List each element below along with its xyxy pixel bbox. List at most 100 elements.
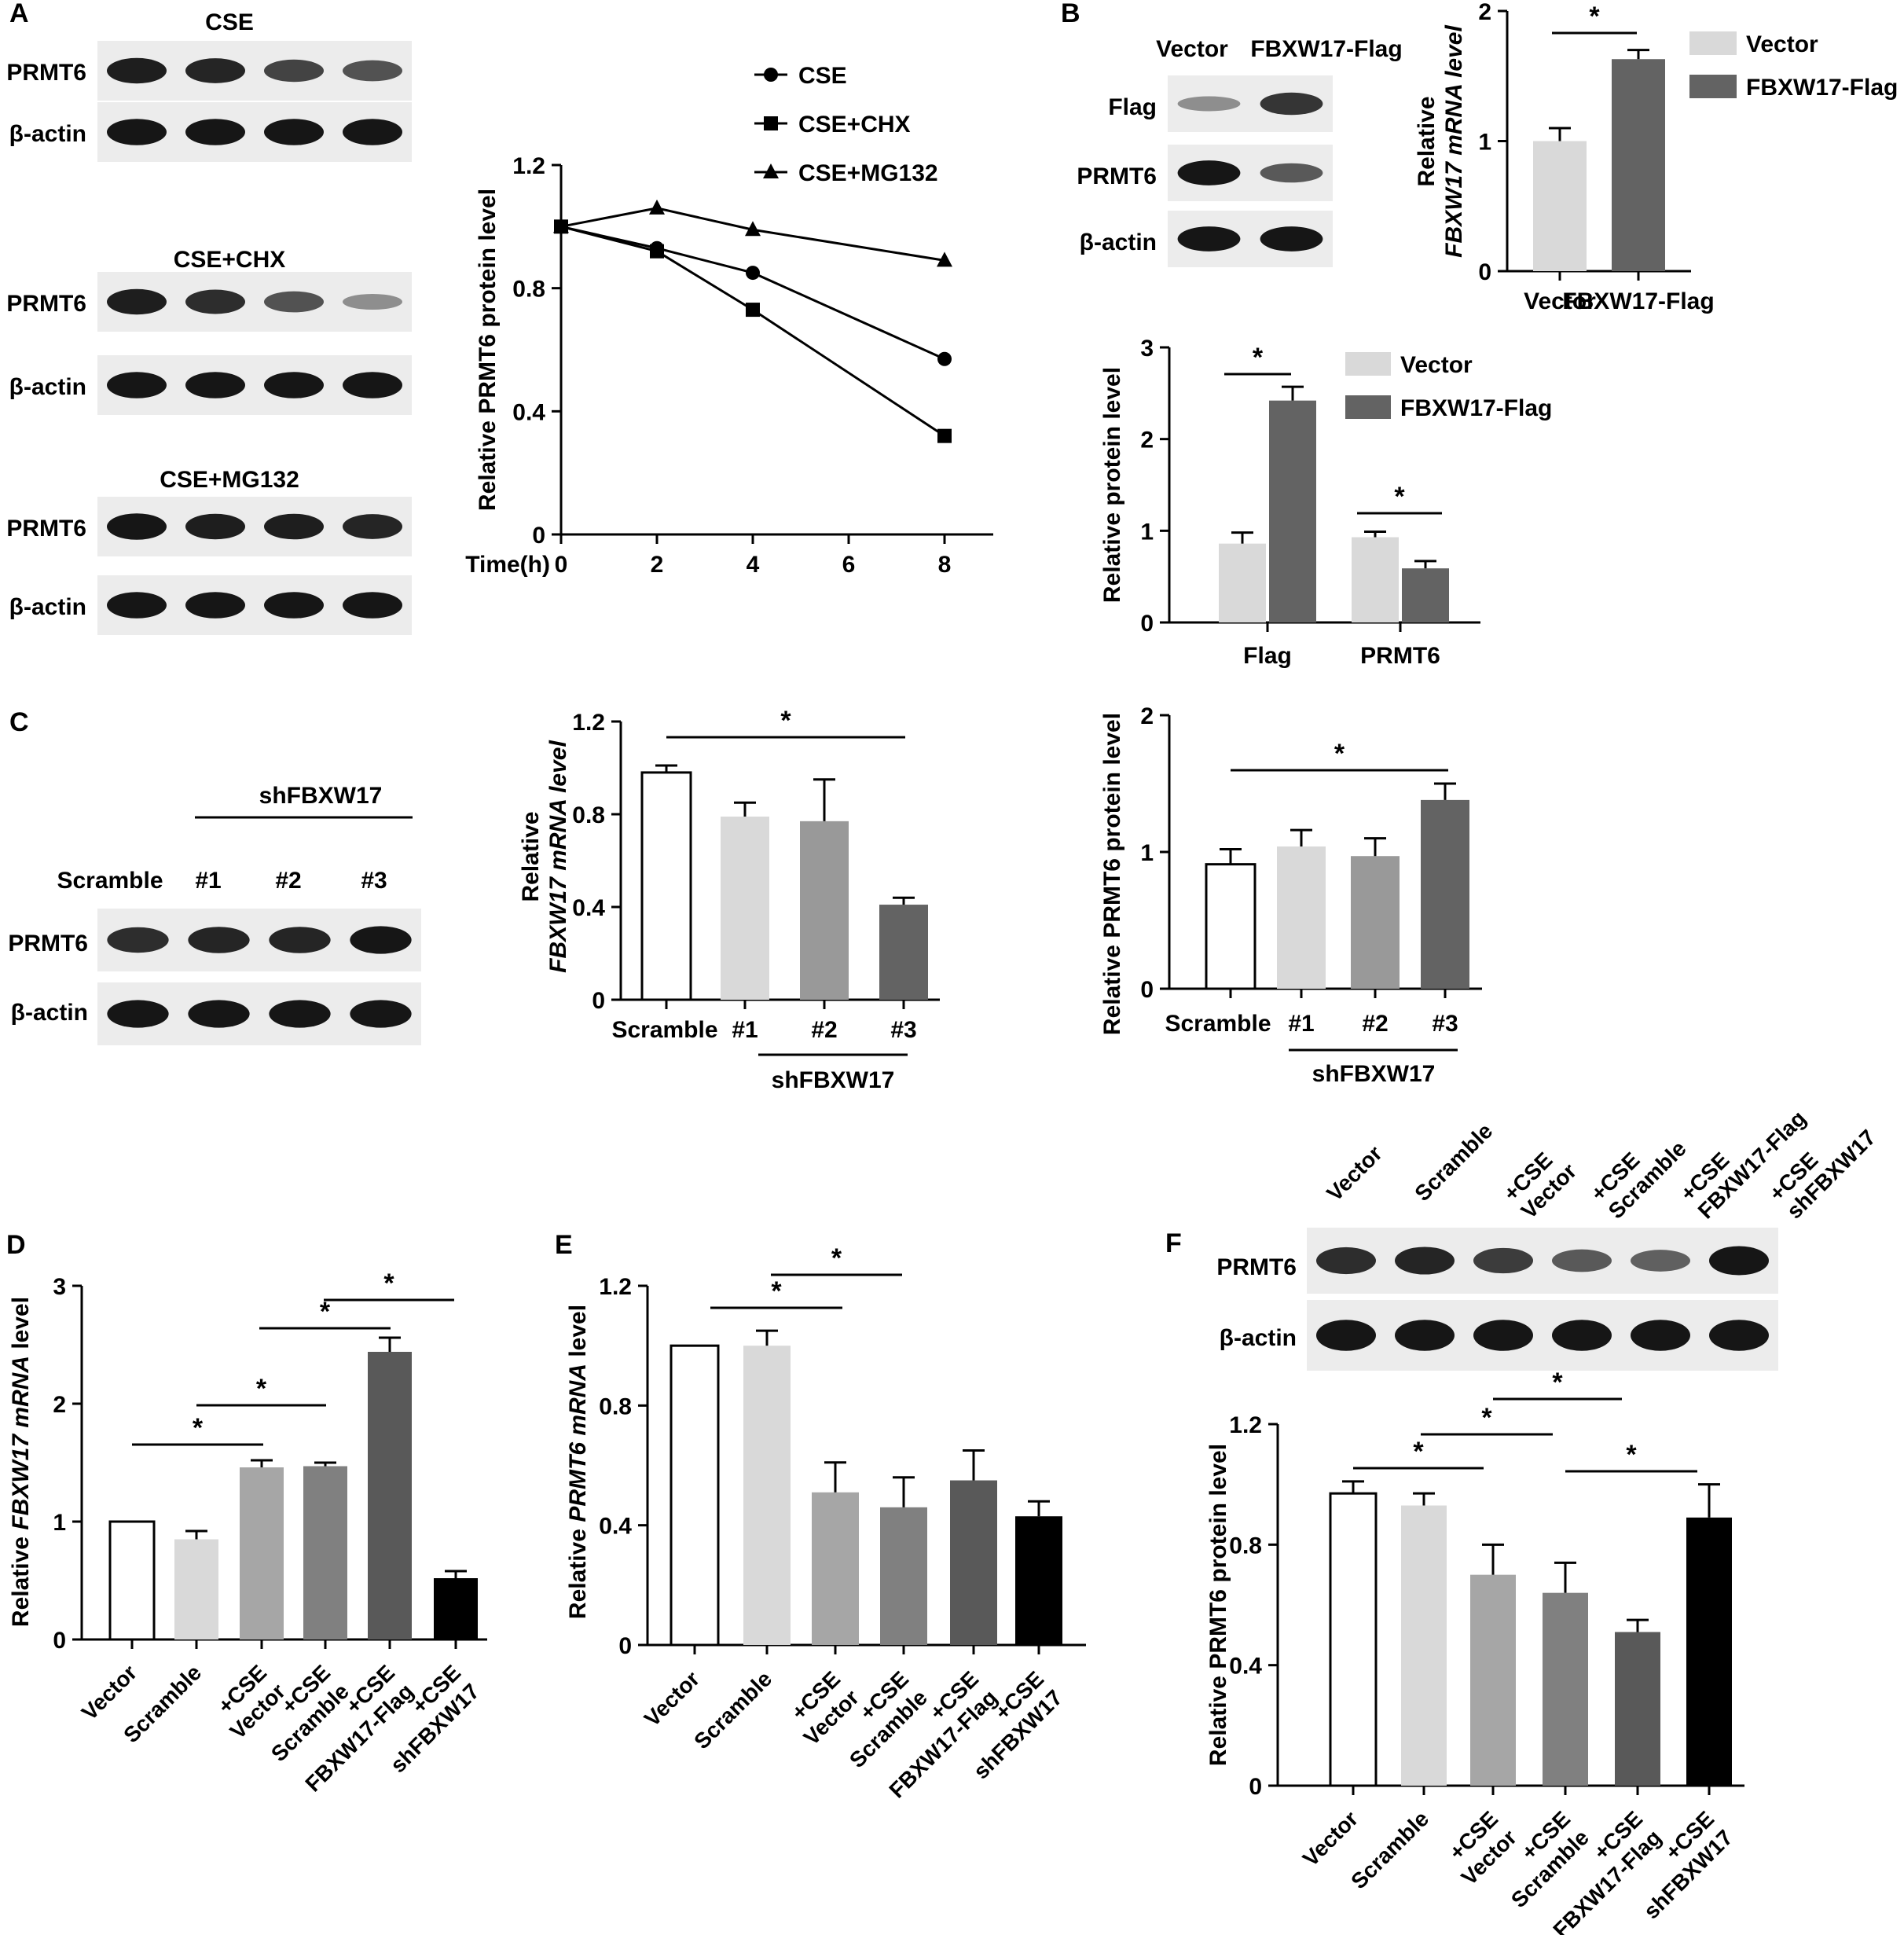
blot-A0-row1-band (343, 119, 402, 145)
blot-A0-row1-band (107, 119, 167, 145)
blot-B-row2-band (1260, 226, 1323, 252)
blot-title: CSE+CHX (174, 247, 286, 273)
y-tick-label: 1.2 (1229, 1412, 1262, 1438)
bar (880, 1507, 927, 1645)
y-axis-label: Relative PRMT6 protein level (1205, 1444, 1231, 1766)
blot-lane-label: Scramble (1410, 1118, 1497, 1206)
blot-row-label: PRMT6 (1077, 163, 1157, 189)
panel-letter-B: B (1061, 0, 1080, 28)
x-tick-label: Vector (1524, 288, 1596, 314)
y-axis-label: Relative protein level (1099, 367, 1125, 603)
data-point-circle (746, 266, 760, 281)
y-tick-label: 0 (618, 1633, 632, 1659)
blot-group-label: shFBXW17 (259, 783, 383, 809)
bar (670, 1344, 720, 1647)
legend-label: Vector (1746, 31, 1818, 57)
legend-marker-circle (764, 68, 778, 82)
bar (721, 816, 769, 1000)
significance-star: * (383, 1269, 394, 1298)
y-tick-label: 0.8 (1229, 1533, 1262, 1559)
bar (1421, 799, 1469, 989)
blot-A1-row0-band (185, 289, 245, 314)
y-tick-label: 0.4 (1229, 1654, 1262, 1680)
blot-A2-row1-band (264, 592, 324, 619)
blot-B-row2-band (1177, 226, 1241, 252)
x-tick-label: #1 (732, 1017, 758, 1043)
bar (1612, 59, 1665, 272)
bar (174, 1539, 218, 1639)
y-tick-label: 0 (53, 1628, 66, 1654)
y-axis-label-part: level (8, 1297, 34, 1356)
legend-label: CSE+CHX (798, 112, 911, 138)
legend-marker-triangle (763, 163, 779, 178)
blot-F-row0-band (1631, 1250, 1690, 1272)
x-tick-label: Scramble (689, 1666, 776, 1753)
x-tick-label: FBXW17-Flag (1562, 288, 1714, 314)
y-axis-label: Relative PRMT6 mRNA level (565, 1305, 591, 1619)
y-tick-label: 1 (1140, 519, 1154, 545)
blot-C-row0-band (188, 927, 250, 953)
data-point-square (937, 428, 952, 443)
bar (1329, 1492, 1378, 1787)
y-tick-label: 1.2 (599, 1274, 632, 1300)
legend-swatch (1345, 395, 1391, 419)
x-tick-label: #3 (890, 1017, 916, 1043)
significance-star: * (1413, 1437, 1424, 1467)
x-tick-label: 4 (747, 552, 760, 578)
bar (640, 771, 692, 1001)
blot-A1-row1-band (185, 372, 245, 398)
blot-lane-label: Scramble (57, 868, 163, 894)
x-tick-label: PRMT6 (1360, 643, 1440, 669)
data-point-triangle (553, 218, 569, 233)
y-tick-label: 3 (1140, 336, 1154, 362)
x-tick-label: #2 (811, 1017, 837, 1043)
x-tick-label: #2 (1362, 1011, 1388, 1037)
blot-A1-row1-band (343, 372, 402, 398)
blot-lane-label: #2 (275, 868, 301, 894)
blot-row-label: β-actin (9, 374, 86, 400)
blot-B-row0-band (1177, 96, 1241, 112)
blot-C-row1-band (107, 1000, 169, 1028)
blot-A0-row0-band (107, 57, 167, 84)
blot-title: CSE+MG132 (160, 467, 299, 493)
significance-star: * (1394, 482, 1405, 512)
blot-F-row1-band (1473, 1320, 1533, 1351)
line-series-square (560, 225, 945, 437)
blot-A1-row0-band (107, 288, 167, 315)
bar (879, 905, 928, 1000)
y-axis-label-part: PRMT6 mRNA (565, 1364, 591, 1522)
legend-swatch (1689, 31, 1737, 55)
blot-C-row0-band (350, 926, 412, 954)
y-tick-label: 2 (53, 1392, 66, 1418)
y-tick-label: 2 (1140, 703, 1154, 729)
bar (1401, 1505, 1447, 1786)
legend-swatch (1689, 75, 1737, 98)
blot-row-label: PRMT6 (8, 931, 88, 956)
blot-A1-row0-band (343, 293, 402, 310)
y-axis-label-part: Relative (8, 1530, 34, 1627)
data-point-triangle (745, 221, 761, 237)
blot-A1-row1-band (264, 372, 324, 398)
bar (1470, 1574, 1516, 1786)
y-axis-label: FBXW17 mRNA level (1441, 25, 1467, 258)
bar (1352, 537, 1399, 622)
blot-A0-row0-band (264, 59, 324, 83)
x-tick-label: Scramble (611, 1017, 717, 1043)
x-tick-label: #1 (1288, 1011, 1314, 1037)
significance-star: * (780, 706, 791, 736)
line-series-circle (560, 225, 945, 361)
legend-label: CSE+MG132 (798, 160, 938, 186)
x-tick-label: 0 (555, 552, 568, 578)
y-tick-label: 1 (53, 1510, 66, 1536)
bar (1402, 568, 1449, 622)
y-tick-label: 0.8 (599, 1393, 632, 1419)
y-axis-label-part: Relative (565, 1522, 591, 1619)
x-tick-label: #3 (1432, 1011, 1458, 1037)
y-tick-label: 0 (1249, 1774, 1262, 1800)
bar (743, 1346, 791, 1645)
blot-row-label: β-actin (9, 121, 86, 147)
data-point-triangle (649, 199, 665, 215)
y-axis-label: Relative PRMT6 protein level (1099, 713, 1125, 1035)
x-tick-label: Scramble (1346, 1806, 1433, 1893)
bar (950, 1480, 997, 1645)
